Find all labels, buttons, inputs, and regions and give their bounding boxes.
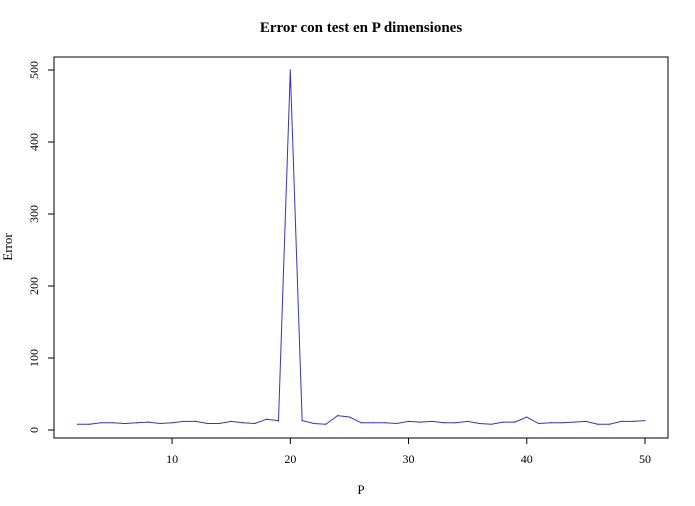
data-point [537,422,540,425]
data-point [218,422,220,425]
data-point [431,420,433,422]
data-point [289,69,291,71]
data-point [112,422,114,424]
data-point [384,422,386,424]
data-point [573,421,575,423]
data-point [561,422,563,424]
y-tick-label: 0 [27,427,41,433]
x-tick-label: 30 [403,452,415,466]
data-point [396,422,398,425]
y-axis-label: Error [0,233,15,261]
data-point [206,422,209,425]
data-point [620,420,622,422]
x-tick-label: 20 [284,452,296,466]
data-point [597,423,599,425]
data-point [360,422,362,424]
data-point [313,422,315,425]
x-tick-label: 50 [639,452,651,466]
data-point [372,422,374,424]
data-point [490,423,492,425]
data-point [644,420,646,422]
data-point [348,416,351,418]
data-point [526,416,528,418]
y-tick-label: 500 [27,61,41,79]
chart-title: Error con test en P dimensiones [260,20,463,36]
data-point [136,422,138,424]
x-tick-label: 10 [166,452,178,466]
data-point [514,421,516,423]
x-axis: 10 20 30 40 50 [166,437,651,466]
data-point [585,420,587,422]
data-point [632,420,634,422]
x-axis-label: P [357,482,364,497]
data-point [242,422,244,424]
data-point [88,423,90,425]
y-tick-label: 400 [27,133,41,151]
y-tick-label: 300 [27,205,41,223]
data-point [608,423,611,425]
data-point [159,422,161,425]
data-point [230,420,232,422]
y-tick-label: 100 [27,349,41,367]
plot-frame [53,56,669,439]
data-point [467,420,469,422]
data-point [407,420,410,422]
series-line-0 [77,69,646,425]
data-point [337,415,339,417]
y-axis: 0 100 200 300 400 500 [27,61,55,433]
data-point [455,422,457,424]
series-layer [76,69,646,425]
data-point [195,420,197,422]
data-point [277,420,280,422]
data-point [549,422,552,424]
data-point [147,421,150,423]
data-point [266,418,268,420]
data-point [171,422,173,424]
x-tick-label: 40 [521,452,533,466]
data-point [254,422,256,425]
y-tick-label: 200 [27,277,41,295]
data-point [183,420,185,422]
data-point [76,423,79,425]
data-point [478,422,481,425]
data-point [443,422,445,424]
data-point [100,422,102,424]
data-point [124,422,126,425]
data-point [325,423,327,425]
data-point [301,420,303,422]
data-point [419,421,421,423]
data-point [502,421,504,423]
